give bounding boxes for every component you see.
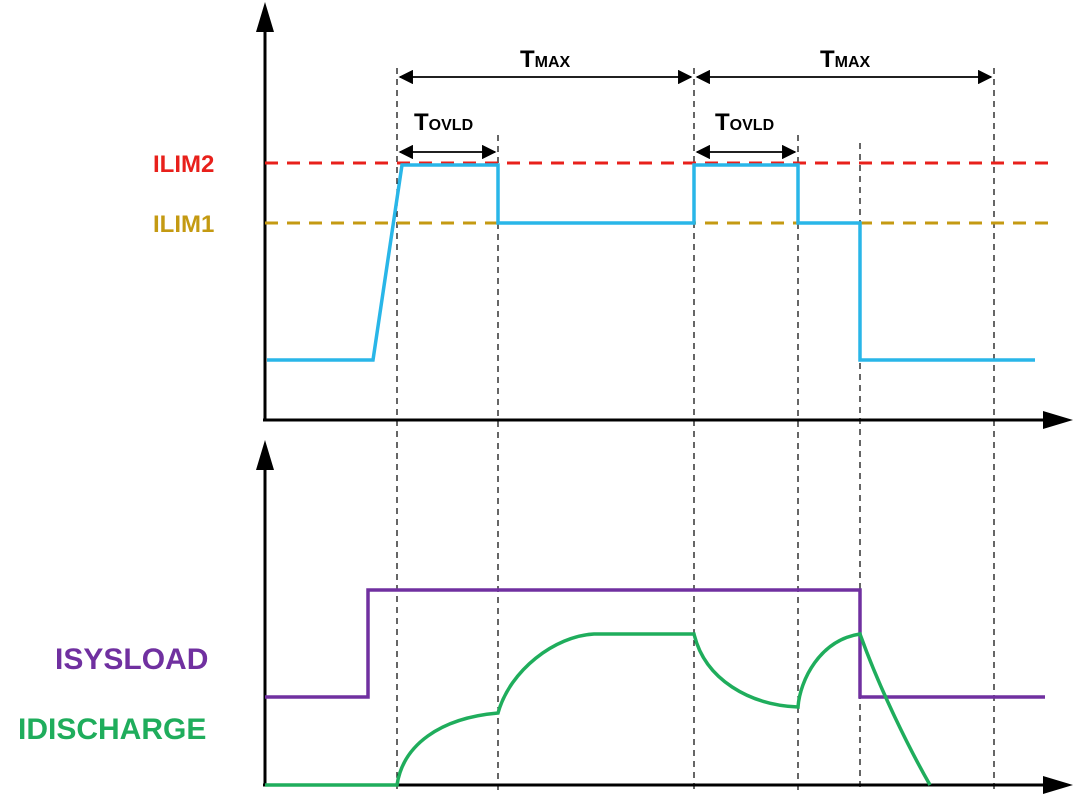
tmax-1-sub: MAX <box>535 54 571 71</box>
current-limit-trace <box>267 163 1035 362</box>
tovld-2-sub: OVLD <box>730 117 774 134</box>
tmax-2-label: TMAX <box>820 46 871 73</box>
tmax-2-sub: MAX <box>835 54 871 71</box>
top-x-axis-arrowhead <box>1043 411 1073 429</box>
ilim2-label: ILIM2 <box>153 151 214 178</box>
idischarge-label: IDISCHARGE <box>18 713 206 746</box>
tovld-2-main: T <box>715 109 730 136</box>
tovld-2-label: TOVLD <box>715 109 774 136</box>
bottom-y-axis-arrowhead <box>256 440 274 470</box>
tovld-1-main: T <box>414 109 429 136</box>
tovld-1-label: TOVLD <box>414 109 473 136</box>
bottom-x-axis-arrowhead <box>1043 776 1073 794</box>
tmax-2-main: T <box>820 46 835 73</box>
ilim1-label: ILIM1 <box>153 211 214 238</box>
isysload-trace <box>265 588 1045 699</box>
idischarge-trace <box>265 632 932 787</box>
top-y-axis-arrowhead <box>256 2 274 32</box>
tmax-1-label: TMAX <box>520 46 571 73</box>
tovld-1-sub: OVLD <box>429 117 473 134</box>
tmax-1-main: T <box>520 46 535 73</box>
isysload-label: ISYSLOAD <box>55 643 208 676</box>
